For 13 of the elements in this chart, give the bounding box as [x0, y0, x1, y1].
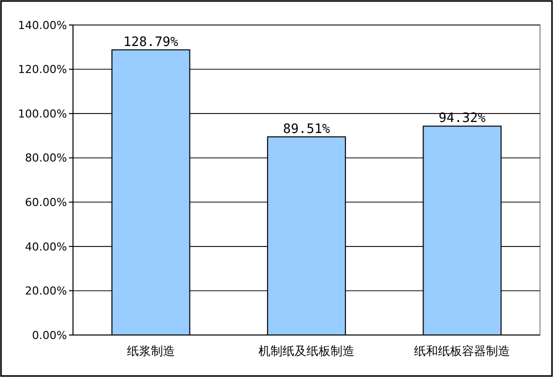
y-tick-label: 140.00% [18, 18, 67, 32]
y-tick-label: 60.00% [25, 196, 67, 209]
y-tick-label: 40.00% [25, 240, 67, 254]
y-tick-label: 120.00% [18, 63, 67, 76]
y-tick-label: 20.00% [25, 284, 67, 298]
y-tick-label: 0.00% [32, 328, 67, 342]
x-tick-label: 纸和纸板容器制造 [414, 344, 510, 358]
x-tick-label: 纸浆制造 [126, 344, 175, 358]
data-label: 128.79% [123, 34, 178, 50]
x-tick-label: 机制纸及纸板制造 [258, 344, 354, 358]
y-tick-label: 80.00% [25, 152, 67, 165]
y-tick-label: 100.00% [18, 107, 67, 120]
data-label: 89.51% [283, 122, 330, 137]
